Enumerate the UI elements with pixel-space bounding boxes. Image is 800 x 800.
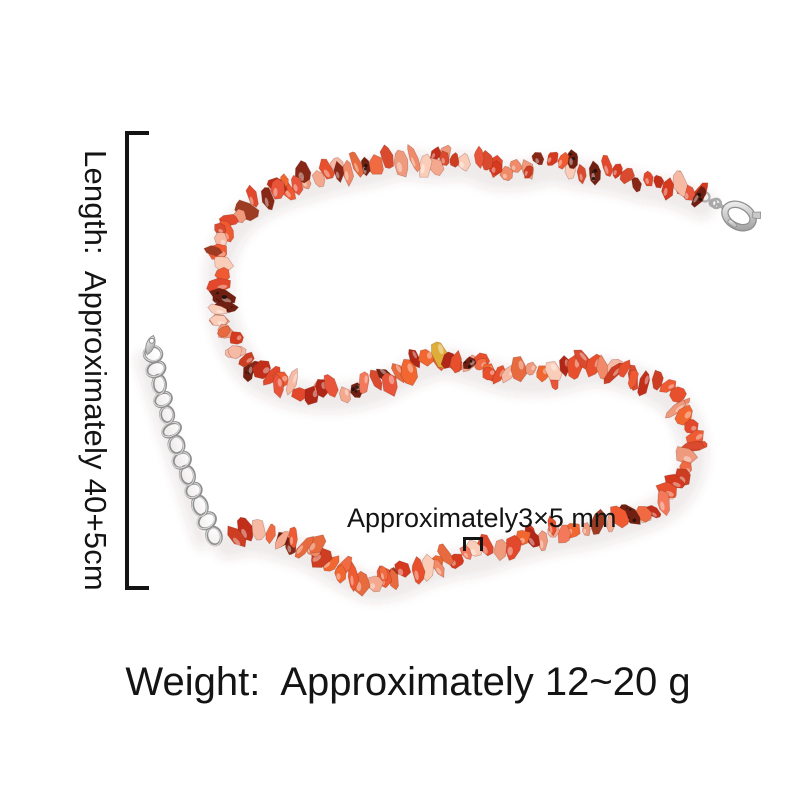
lobster-clasp — [699, 191, 762, 232]
length-measure-bracket — [125, 131, 149, 590]
bead-size-label: Approximately3×5 mm — [347, 503, 617, 533]
length-label: Length: Approximately 40+5cm — [78, 150, 113, 591]
extension-chain — [142, 334, 223, 547]
weight-label: Weight: Approximately 12~20 g — [125, 660, 691, 704]
bead-size-bracket — [463, 537, 483, 551]
bead-strand — [203, 143, 709, 597]
